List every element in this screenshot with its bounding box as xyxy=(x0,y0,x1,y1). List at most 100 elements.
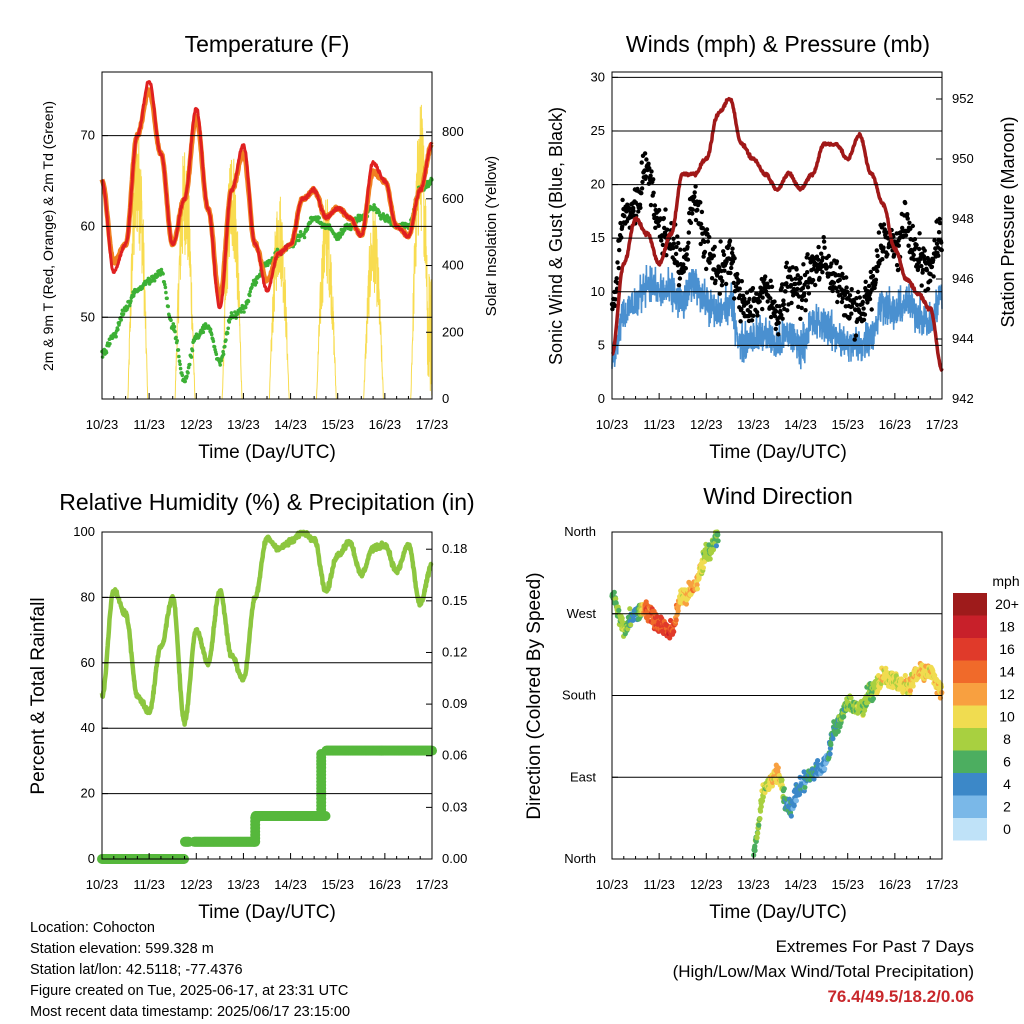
gust-point xyxy=(795,273,800,278)
y-right-tick-label: 942 xyxy=(952,391,974,406)
gust-point xyxy=(648,202,654,208)
y-tick-label: 20 xyxy=(81,786,95,801)
y-tick-label: 15 xyxy=(591,230,605,245)
direction-point xyxy=(822,766,828,772)
dewpoint-point xyxy=(201,330,206,335)
gust-point xyxy=(837,277,842,283)
gust-point xyxy=(892,252,897,257)
y-tick-label: 0 xyxy=(598,391,605,406)
gust-point xyxy=(934,219,939,224)
gust-point xyxy=(748,304,753,309)
gust-point xyxy=(735,271,740,277)
y-tick-label: 30 xyxy=(591,69,605,84)
gust-point xyxy=(779,312,784,318)
direction-point xyxy=(757,816,763,822)
direction-point xyxy=(627,606,633,612)
x-tick-label: 15/23 xyxy=(831,877,864,892)
gust-point xyxy=(939,240,944,245)
gust-point xyxy=(768,314,774,320)
y-tick-label: North xyxy=(564,851,596,866)
gust-point xyxy=(758,285,763,290)
legend-label: 14 xyxy=(999,664,1015,680)
legend-label: 0 xyxy=(1003,821,1011,837)
direction-point xyxy=(910,683,916,689)
gust-point xyxy=(925,286,931,292)
x-tick-label: 11/23 xyxy=(643,877,675,892)
dewpoint-point xyxy=(297,238,301,243)
gust-point xyxy=(776,320,781,325)
dewpoint-point xyxy=(129,299,133,303)
dewpoint-point xyxy=(164,290,168,295)
direction-point xyxy=(902,672,908,679)
station-location: Location: Cohocton xyxy=(30,920,155,936)
legend-swatch xyxy=(953,593,987,616)
direction-point xyxy=(755,830,761,836)
station-info: Location: Cohocton Station elevation: 59… xyxy=(30,918,350,1023)
direction-point xyxy=(752,847,758,854)
gust-point xyxy=(905,212,910,217)
y-right-tick-label: 0.03 xyxy=(442,799,467,814)
gust-point xyxy=(795,286,800,292)
gust-point xyxy=(911,252,916,258)
gust-point xyxy=(931,274,936,279)
gust-point xyxy=(619,235,624,240)
gust-point xyxy=(742,296,747,301)
gust-point xyxy=(928,278,933,283)
gust-point xyxy=(793,281,798,287)
gust-point xyxy=(805,285,811,290)
direction-point xyxy=(673,617,679,623)
gust-point xyxy=(711,253,716,258)
x-tick-label: 15/23 xyxy=(831,417,864,432)
gust-point xyxy=(831,280,837,285)
x-tick-label: 10/23 xyxy=(86,877,119,892)
x-tick-label: 13/23 xyxy=(227,417,260,432)
gust-point xyxy=(701,254,706,259)
dewpoint-point xyxy=(317,216,322,220)
gust-point xyxy=(698,200,703,205)
gust-point xyxy=(717,265,722,270)
gust-point xyxy=(821,235,826,240)
gust-point xyxy=(882,227,887,232)
dewpoint-point xyxy=(165,296,169,301)
gust-point xyxy=(639,190,644,196)
x-tick-label: 12/23 xyxy=(690,417,723,432)
gust-point xyxy=(919,283,924,288)
y-right-tick-label: 0.12 xyxy=(442,644,467,659)
direction-point xyxy=(628,622,634,628)
gust-point xyxy=(912,237,918,242)
y-tick-label: West xyxy=(567,606,597,621)
legend-title: mph xyxy=(992,573,1019,589)
x-tick-label: 13/23 xyxy=(227,877,260,892)
y-tick-label: 70 xyxy=(81,128,95,143)
direction-point xyxy=(815,758,821,764)
x-tick-label: 11/23 xyxy=(643,417,675,432)
direction-point xyxy=(827,751,833,757)
gust-point xyxy=(648,173,653,178)
x-tick-label: 15/23 xyxy=(321,877,354,892)
gust-point xyxy=(903,200,908,206)
9m-temperature-line xyxy=(99,87,434,303)
humidity-ylabel-left: Percent & Total Rainfall xyxy=(28,597,49,794)
dewpoint-point xyxy=(223,344,227,349)
gust-point xyxy=(676,283,682,288)
y-tick-label: 5 xyxy=(598,337,605,352)
x-tick-label: 15/23 xyxy=(321,417,354,432)
gust-point xyxy=(718,239,723,244)
legend-swatch xyxy=(953,683,987,706)
temperature-ylabel-right: Solar Insolation (Yellow) xyxy=(483,156,500,316)
gust-point xyxy=(663,207,668,212)
gust-point xyxy=(755,313,760,318)
direction-point xyxy=(715,532,721,538)
dewpoint-point xyxy=(226,326,230,331)
gust-point xyxy=(712,244,717,250)
gust-point xyxy=(880,257,885,262)
dewpoint-point xyxy=(175,339,179,343)
direction-title: Wind Direction xyxy=(703,483,853,509)
gust-point xyxy=(816,244,821,250)
legend-label: 16 xyxy=(999,641,1015,657)
gust-point xyxy=(643,174,649,179)
gust-point xyxy=(857,295,862,300)
dewpoint-point xyxy=(119,318,123,322)
gust-point xyxy=(768,296,773,301)
